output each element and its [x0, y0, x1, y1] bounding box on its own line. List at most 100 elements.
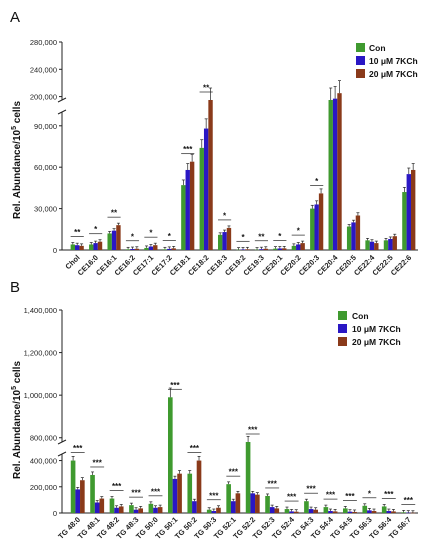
bar-con — [162, 249, 168, 250]
panel-b-legend: Con 10 μM 7KCh 20 μM 7KCh — [338, 311, 401, 347]
bar-10-m-7kch — [277, 248, 283, 250]
bar-20-m-7kch — [337, 93, 342, 250]
panel-a-legend: Con 10 μM 7KCh 20 μM 7KCh — [356, 43, 418, 79]
legend-label-20um-b: 20 μM 7KCh — [352, 337, 401, 347]
significance-marker: ** — [203, 84, 210, 93]
significance-marker: *** — [306, 485, 316, 494]
bar-20-m-7kch — [80, 480, 85, 513]
legend-swatch-con-b — [338, 311, 347, 320]
significance-marker: * — [297, 227, 301, 236]
significance-marker: ** — [111, 209, 118, 218]
bar-10-m-7kch — [93, 243, 98, 250]
bar-10-m-7kch — [203, 128, 209, 250]
bar-20-m-7kch — [410, 512, 416, 514]
bar-con — [89, 244, 94, 250]
bar-10-m-7kch — [250, 493, 256, 513]
significance-marker: * — [223, 211, 227, 220]
bar-20-m-7kch — [134, 248, 140, 250]
panel-b-label: B — [10, 279, 20, 296]
significance-marker: * — [278, 232, 282, 241]
bar-10-m-7kch — [148, 246, 154, 250]
significance-marker: *** — [190, 444, 200, 453]
significance-marker: * — [94, 225, 98, 234]
significance-marker: *** — [73, 444, 83, 453]
bar-10-m-7kch — [314, 204, 319, 250]
significance-marker: *** — [404, 496, 414, 505]
bar-20-m-7kch — [355, 215, 361, 250]
bar-10-m-7kch — [308, 509, 314, 513]
legend-label-10um: 10 μM 7KCh — [369, 56, 418, 66]
significance-marker: * — [315, 177, 319, 186]
y-tick-label: 90,000 — [34, 122, 57, 131]
bar-10-m-7kch — [75, 245, 80, 250]
bar-20-m-7kch — [332, 511, 338, 513]
bar-20-m-7kch — [216, 507, 221, 513]
bar-20-m-7kch — [235, 493, 241, 513]
legend-label-10um-b: 10 μM 7KCh — [352, 324, 401, 334]
bar-10-m-7kch — [172, 478, 178, 513]
bar-10-m-7kch — [351, 222, 356, 250]
bar-con — [304, 501, 309, 513]
bar-20-m-7kch — [196, 460, 202, 513]
significance-marker: * — [149, 229, 153, 238]
bar-con — [206, 509, 212, 513]
bar-20-m-7kch — [293, 511, 299, 513]
bar-con — [343, 508, 348, 513]
bar-20-m-7kch — [153, 245, 158, 250]
bar-20-m-7kch — [177, 473, 182, 513]
bar-con — [402, 192, 407, 250]
bar-10-m-7kch — [406, 174, 411, 250]
y-tick-label: 1,000,000 — [24, 391, 57, 400]
y-axis-break-mark — [57, 451, 67, 457]
bar-10-m-7kch — [332, 98, 338, 251]
y-tick-label: 60,000 — [34, 163, 57, 172]
significance-marker: *** — [183, 145, 193, 154]
bar-con — [199, 147, 204, 250]
panel-a-label: A — [10, 9, 20, 26]
bar-10-m-7kch — [185, 169, 190, 250]
bar-con — [168, 397, 173, 513]
bar-con — [129, 505, 134, 513]
bar-10-m-7kch — [289, 511, 294, 513]
bar-10-m-7kch — [222, 232, 227, 250]
bar-20-m-7kch — [410, 169, 416, 250]
bar-20-m-7kch — [116, 225, 121, 250]
bar-10-m-7kch — [328, 511, 333, 513]
bar-20-m-7kch — [208, 100, 213, 250]
y-tick-label: 0 — [53, 246, 57, 255]
significance-marker: *** — [345, 492, 355, 501]
y-tick-label: 1,400,000 — [24, 306, 57, 315]
significance-marker: * — [131, 232, 135, 241]
bar-con — [181, 185, 186, 250]
bar-20-m-7kch — [171, 248, 176, 250]
bar-20-m-7kch — [226, 227, 232, 250]
significance-marker: *** — [267, 479, 277, 488]
bar-con — [284, 509, 290, 513]
bar-10-m-7kch — [167, 248, 172, 250]
significance-marker: *** — [170, 381, 180, 390]
bar-10-m-7kch — [269, 507, 275, 513]
bar-con — [346, 226, 352, 250]
x-category-label: CE22:6 — [389, 253, 413, 277]
legend-swatch-20um — [356, 69, 365, 78]
bar-20-m-7kch — [392, 236, 397, 250]
bar-con — [107, 233, 112, 250]
bar-20-m-7kch — [263, 248, 268, 250]
y-tick-label: 280,000 — [30, 38, 57, 47]
bar-10-m-7kch — [259, 249, 264, 250]
significance-marker: *** — [209, 491, 219, 500]
bar-20-m-7kch — [300, 243, 305, 250]
y-axis-break-mark — [57, 439, 67, 445]
significance-marker: * — [368, 489, 372, 498]
significance-marker: *** — [92, 458, 102, 467]
legend-label-con-b: Con — [352, 311, 369, 321]
bar-10-m-7kch — [192, 501, 197, 513]
y-axis-break-mark — [57, 97, 67, 103]
bar-10-m-7kch — [153, 507, 158, 513]
bar-con — [383, 240, 389, 250]
bar-20-m-7kch — [352, 511, 357, 513]
legend-swatch-10um — [356, 56, 365, 65]
bar-con — [328, 100, 333, 250]
bar-con — [273, 248, 278, 250]
legend-swatch-con — [356, 43, 365, 52]
